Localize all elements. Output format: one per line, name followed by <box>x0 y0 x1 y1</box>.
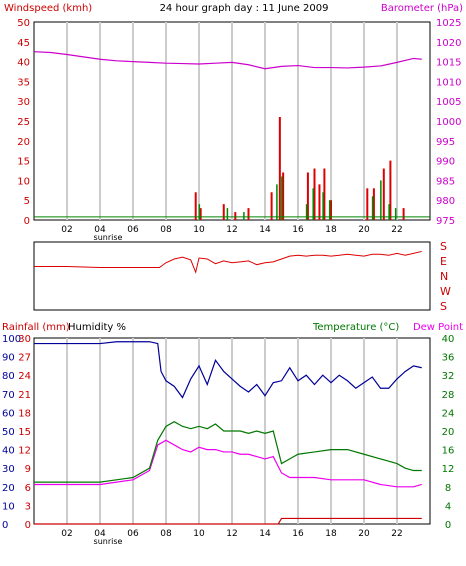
panel1-y-left-tick: 40 <box>17 58 30 69</box>
panel1-x-tick: 20 <box>358 225 370 235</box>
panel3-y-humidity-tick: 50 <box>2 427 15 438</box>
panel1-y-right-tick: 995 <box>436 137 455 148</box>
panel2-direction-letter: N <box>440 270 448 283</box>
panel1-y-right-tick: 1025 <box>436 18 461 29</box>
panel3-y-rain-tick: 27 <box>18 353 31 364</box>
panel1-x-tick: 10 <box>193 225 205 235</box>
panel3-y-rain-tick: 0 <box>25 520 31 531</box>
panel3-y-temp-tick: 32 <box>442 371 455 382</box>
panel1-y-left-tick: 10 <box>17 176 30 187</box>
panel3-y-temp-tick: 24 <box>442 408 455 419</box>
panel1-x-tick: 14 <box>259 225 271 235</box>
panel3-y-rain-tick: 18 <box>18 408 31 419</box>
panel2-box <box>33 241 431 311</box>
panel1-y-left-tick: 5 <box>24 196 30 207</box>
panel3-y-rain-tick: 21 <box>18 390 31 401</box>
panel3-y-rain-tick: 12 <box>18 446 31 457</box>
panel3-y-temp-tick: 0 <box>445 520 451 531</box>
panel3-y-rain-tick: 3 <box>25 501 31 512</box>
panel1-y-right-tick: 985 <box>436 176 455 187</box>
panel2-direction-letter: S <box>440 300 447 313</box>
panel1-y-right-tick: 980 <box>436 196 455 207</box>
panel3-rain-label: Rainfall (mm) <box>2 322 70 333</box>
panel3-dewpoint-line <box>34 439 422 488</box>
panel3-y-humidity-tick: 40 <box>2 446 15 457</box>
panel1-x-tick: 22 <box>391 225 402 235</box>
panel3-y-temp-tick: 16 <box>442 446 455 457</box>
panel3-humidity-line <box>34 341 422 399</box>
panel1-x-tick: 08 <box>160 225 172 235</box>
panel3-y-temp-tick: 28 <box>442 390 455 401</box>
panel3-x-tick: 02 <box>61 529 72 539</box>
panel3-y-temp-tick: 12 <box>442 464 455 475</box>
panel1-y-right-tick: 1015 <box>436 58 461 69</box>
panel3-y-rain-tick: 15 <box>18 427 31 438</box>
panel3-y-temp-tick: 36 <box>442 353 455 364</box>
panel3-temperature-line <box>34 421 422 483</box>
panel1-y-left-tick: 25 <box>17 117 30 128</box>
panel3-rain-line <box>34 517 422 525</box>
panel1-x-tick: 04 <box>94 225 106 235</box>
panel1-y-right-tick: 1005 <box>436 97 461 108</box>
panel2-direction-line <box>34 250 422 274</box>
panel1-x-tick: 16 <box>292 225 304 235</box>
panel1-x-tick: 06 <box>127 225 139 235</box>
panel3-y-humidity-tick: 0 <box>2 520 8 531</box>
panel3-x-tick: 06 <box>127 529 139 539</box>
panel3-x-tick: 14 <box>259 529 271 539</box>
panel1-y-right-tick: 975 <box>436 216 455 227</box>
panel1-y-right-label: Barometer (hPa) <box>381 3 463 14</box>
panel1-y-right-tick: 1020 <box>436 38 461 49</box>
panel1-y-left-tick: 20 <box>17 137 30 148</box>
panel3-temp-label: Temperature (°C) <box>312 322 399 333</box>
panel3-y-humidity-tick: 90 <box>2 353 15 364</box>
panel3-y-rain-tick: 9 <box>25 464 31 475</box>
panel1-y-right-tick: 1010 <box>436 77 461 88</box>
panel2-direction-letter: W <box>440 285 451 298</box>
panel1-y-left-label: Windspeed (kmh) <box>4 3 92 14</box>
panel3-dewpoint-label: Dew Point <box>413 322 463 333</box>
panel3-x-tick: 20 <box>358 529 370 539</box>
panel1-y-left-tick: 30 <box>17 97 30 108</box>
panel2-direction-letter: E <box>440 255 447 268</box>
panel3-x-tick: 22 <box>391 529 402 539</box>
panel3-y-temp-tick: 40 <box>442 334 455 345</box>
panel3-x-tick: 16 <box>292 529 304 539</box>
panel1-y-left-tick: 35 <box>17 77 30 88</box>
panel3-y-humidity-tick: 20 <box>2 483 15 494</box>
panel1-x-tick: 18 <box>325 225 337 235</box>
panel1-y-left-tick: 0 <box>24 216 30 227</box>
panel1-x-tick: 02 <box>61 225 72 235</box>
panel3-y-rain-tick: 30 <box>18 334 31 345</box>
panel3-x-tick: 04 <box>94 529 106 539</box>
panel3-y-temp-tick: 8 <box>445 483 451 494</box>
panel3-y-humidity-tick: 30 <box>2 464 15 475</box>
panel3-humidity-label: Humidity % <box>68 322 126 333</box>
panel1-y-left-tick: 50 <box>17 18 30 29</box>
panel3-x-tick: 18 <box>325 529 337 539</box>
panel3-y-humidity-tick: 80 <box>2 371 15 382</box>
panel3-y-rain-tick: 6 <box>25 483 31 494</box>
panel3-sunrise-label: sunrise <box>94 537 123 546</box>
panel3-y-humidity-tick: 100 <box>2 334 21 345</box>
panel3-y-temp-tick: 20 <box>442 427 455 438</box>
panel1-y-right-tick: 1000 <box>436 117 461 128</box>
panel1-x-tick: 12 <box>226 225 237 235</box>
panel3-x-tick: 12 <box>226 529 237 539</box>
panel1-barometer-line <box>33 51 422 70</box>
panel3-x-tick: 10 <box>193 529 205 539</box>
panel1-sunrise-label: sunrise <box>94 233 123 242</box>
panel1-y-left-tick: 15 <box>17 157 30 168</box>
panel1-title: 24 hour graph day : 11 June 2009 <box>160 3 329 14</box>
panel1-y-left-tick: 45 <box>17 38 30 49</box>
panel2-direction-letter: S <box>440 240 447 253</box>
panel3-x-tick: 08 <box>160 529 172 539</box>
panel1-y-right-tick: 990 <box>436 157 455 168</box>
panel3-y-humidity-tick: 60 <box>2 408 15 419</box>
panel3-y-humidity-tick: 10 <box>2 501 15 512</box>
panel3-y-temp-tick: 4 <box>445 501 451 512</box>
panel3-y-rain-tick: 24 <box>18 371 31 382</box>
panel3-y-humidity-tick: 70 <box>2 390 15 401</box>
